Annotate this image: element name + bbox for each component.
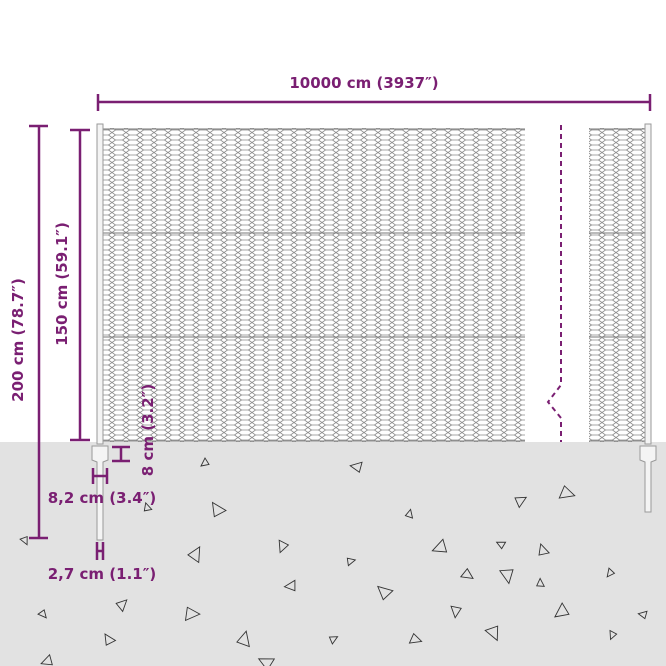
mesh-panel-right xyxy=(589,128,650,442)
stone xyxy=(211,501,227,518)
ground-stones xyxy=(19,457,648,666)
stone xyxy=(200,457,210,467)
stone xyxy=(40,653,53,666)
stone xyxy=(495,541,507,550)
stone xyxy=(236,630,250,648)
plate-width-marker xyxy=(91,468,109,484)
stone xyxy=(377,585,394,601)
stone xyxy=(408,632,423,644)
stone xyxy=(184,606,201,622)
stone xyxy=(609,629,618,641)
break-line xyxy=(546,125,562,442)
stone xyxy=(514,496,528,509)
stone xyxy=(484,625,499,642)
stone xyxy=(187,545,201,564)
stone xyxy=(536,577,546,587)
post-right xyxy=(639,123,657,513)
stone xyxy=(283,579,296,592)
length-label: 10000 cm (3937″) xyxy=(289,74,438,92)
length-dimension-line xyxy=(96,94,652,111)
stone xyxy=(538,542,551,556)
stone xyxy=(278,539,290,554)
total-height-label: 200 cm (78.7″) xyxy=(9,278,27,402)
stone xyxy=(37,609,47,619)
stone xyxy=(346,557,357,567)
mesh-height-dimension-line xyxy=(70,128,90,442)
dimension-lines xyxy=(29,94,652,560)
stone xyxy=(104,633,117,646)
stone xyxy=(115,599,128,613)
stone xyxy=(143,501,153,512)
stone xyxy=(349,461,363,474)
stone xyxy=(19,535,28,546)
stone xyxy=(450,605,462,619)
post-diameter-label: 2,7 cm (1.1″) xyxy=(48,565,157,583)
plate-height-marker xyxy=(112,445,130,463)
ground xyxy=(0,442,666,666)
tension-wires xyxy=(100,128,650,442)
mesh-height-label: 150 cm (59.1″) xyxy=(53,222,71,346)
stone xyxy=(554,602,570,618)
plate-height-label: 8 cm (3.2″) xyxy=(139,384,157,476)
stone xyxy=(431,538,448,553)
stone xyxy=(637,610,648,620)
stone xyxy=(558,485,576,499)
stone xyxy=(459,567,474,579)
stone xyxy=(257,658,276,666)
post-left xyxy=(91,123,109,541)
stone xyxy=(328,636,339,645)
total-height-dimension-line xyxy=(29,124,48,540)
stone xyxy=(498,569,514,585)
post-diameter-marker xyxy=(95,542,105,560)
plate-width-label: 8,2 cm (3.4″) xyxy=(48,489,157,507)
stone xyxy=(404,508,414,519)
mesh-panel-left xyxy=(100,128,525,442)
stone xyxy=(606,567,616,578)
